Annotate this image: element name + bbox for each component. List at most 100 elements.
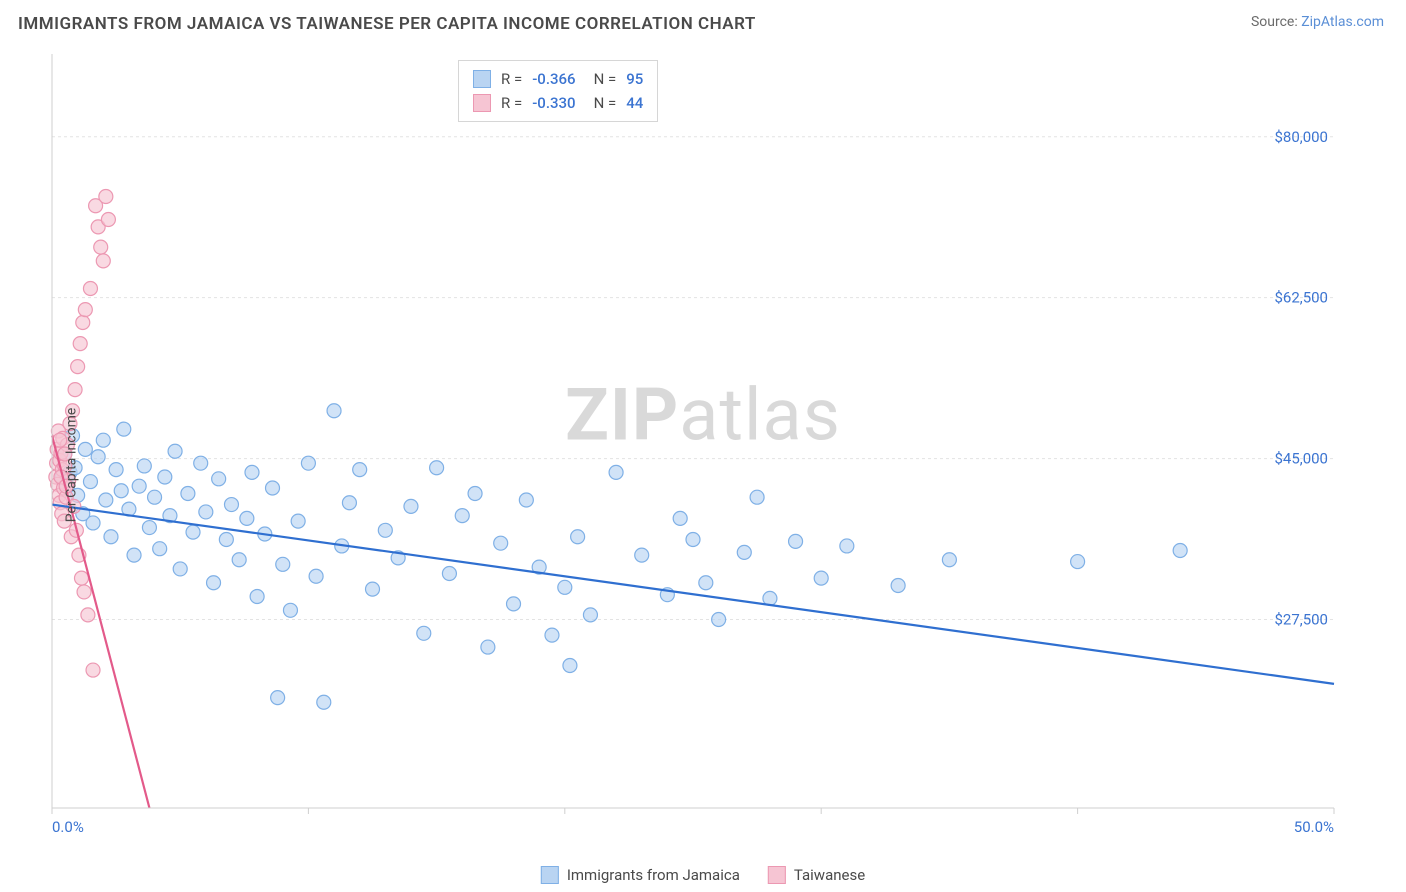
legend-label: Taiwanese: [794, 866, 865, 884]
correlation-row: R =-0.330N =44: [473, 91, 643, 115]
data-point: [635, 548, 649, 562]
y-tick-label: $27,500: [1274, 611, 1328, 629]
data-point: [366, 582, 380, 596]
series-legend: Immigrants from Jamaica Taiwanese: [541, 866, 865, 884]
data-point: [291, 514, 305, 528]
data-point: [571, 530, 585, 544]
legend-swatch: [473, 70, 491, 88]
legend-item: Taiwanese: [768, 866, 865, 884]
data-point: [127, 548, 141, 562]
y-tick-label: $80,000: [1274, 128, 1328, 146]
data-point: [737, 545, 751, 559]
data-point: [317, 695, 331, 709]
data-point: [81, 608, 95, 622]
legend-item: Immigrants from Jamaica: [541, 866, 740, 884]
data-point: [271, 691, 285, 705]
data-point: [181, 487, 195, 501]
data-point: [609, 465, 623, 479]
data-point: [99, 493, 113, 507]
data-point: [199, 505, 213, 519]
data-point: [86, 663, 100, 677]
data-point: [207, 576, 221, 590]
data-point: [94, 240, 108, 254]
y-tick-label: $62,500: [1274, 289, 1328, 307]
y-tick-label: $45,000: [1274, 450, 1328, 468]
chart-container: Per Capita Income ZIPatlas $27,500$45,00…: [18, 48, 1388, 882]
legend-swatch: [768, 866, 786, 884]
data-point: [563, 658, 577, 672]
data-point: [309, 569, 323, 583]
data-point: [789, 534, 803, 548]
n-value: 95: [626, 67, 643, 91]
legend-swatch: [473, 94, 491, 112]
data-point: [114, 484, 128, 498]
data-point: [117, 422, 131, 436]
data-point: [219, 533, 233, 547]
data-point: [481, 640, 495, 654]
data-point: [1173, 544, 1187, 558]
data-point: [96, 433, 110, 447]
data-point: [153, 542, 167, 556]
data-point: [1071, 555, 1085, 569]
r-value: -0.366: [532, 67, 575, 91]
data-point: [245, 465, 259, 479]
source-prefix: Source:: [1251, 14, 1301, 30]
data-point: [891, 578, 905, 592]
data-point: [73, 337, 87, 351]
legend-label: Immigrants from Jamaica: [567, 866, 740, 884]
n-label: N =: [594, 67, 617, 91]
data-point: [301, 456, 315, 470]
data-point: [240, 511, 254, 525]
data-point: [378, 523, 392, 537]
data-point: [68, 383, 82, 397]
correlation-row: R =-0.366N =95: [473, 67, 643, 91]
data-point: [99, 190, 113, 204]
data-point: [519, 493, 533, 507]
data-point: [430, 461, 444, 475]
y-axis-label: Per Capita Income: [63, 408, 79, 523]
data-point: [840, 539, 854, 553]
data-point: [455, 509, 469, 523]
data-point: [558, 580, 572, 594]
source-attribution: Source: ZipAtlas.com: [1251, 14, 1384, 30]
data-point: [83, 281, 97, 295]
data-point: [673, 511, 687, 525]
data-point: [468, 487, 482, 501]
data-point: [250, 590, 264, 604]
data-point: [686, 533, 700, 547]
page-title: IMMIGRANTS FROM JAMAICA VS TAIWANESE PER…: [18, 14, 756, 34]
data-point: [86, 516, 100, 530]
source-link[interactable]: ZipAtlas.com: [1301, 14, 1384, 30]
data-point: [583, 608, 597, 622]
data-point: [158, 470, 172, 484]
data-point: [74, 571, 88, 585]
data-point: [76, 315, 90, 329]
data-point: [101, 213, 115, 227]
n-value: 44: [626, 91, 643, 115]
data-point: [712, 613, 726, 627]
data-point: [507, 597, 521, 611]
x-tick-label: 50.0%: [1294, 818, 1334, 836]
data-point: [545, 628, 559, 642]
data-point: [77, 585, 91, 599]
legend-swatch: [541, 866, 559, 884]
data-point: [699, 576, 713, 590]
data-point: [83, 475, 97, 489]
data-point: [276, 557, 290, 571]
data-point: [750, 490, 764, 504]
data-point: [132, 479, 146, 493]
r-value: -0.330: [532, 91, 575, 115]
data-point: [212, 472, 226, 486]
data-point: [342, 496, 356, 510]
scatter-plot: $27,500$45,000$62,500$80,0000.0%50.0%: [18, 48, 1348, 848]
data-point: [96, 254, 110, 268]
data-point: [224, 498, 238, 512]
n-label: N =: [594, 91, 617, 115]
data-point: [168, 444, 182, 458]
data-point: [104, 530, 118, 544]
data-point: [71, 360, 85, 374]
data-point: [78, 442, 92, 456]
data-point: [283, 603, 297, 617]
data-point: [78, 303, 92, 317]
data-point: [91, 450, 105, 464]
